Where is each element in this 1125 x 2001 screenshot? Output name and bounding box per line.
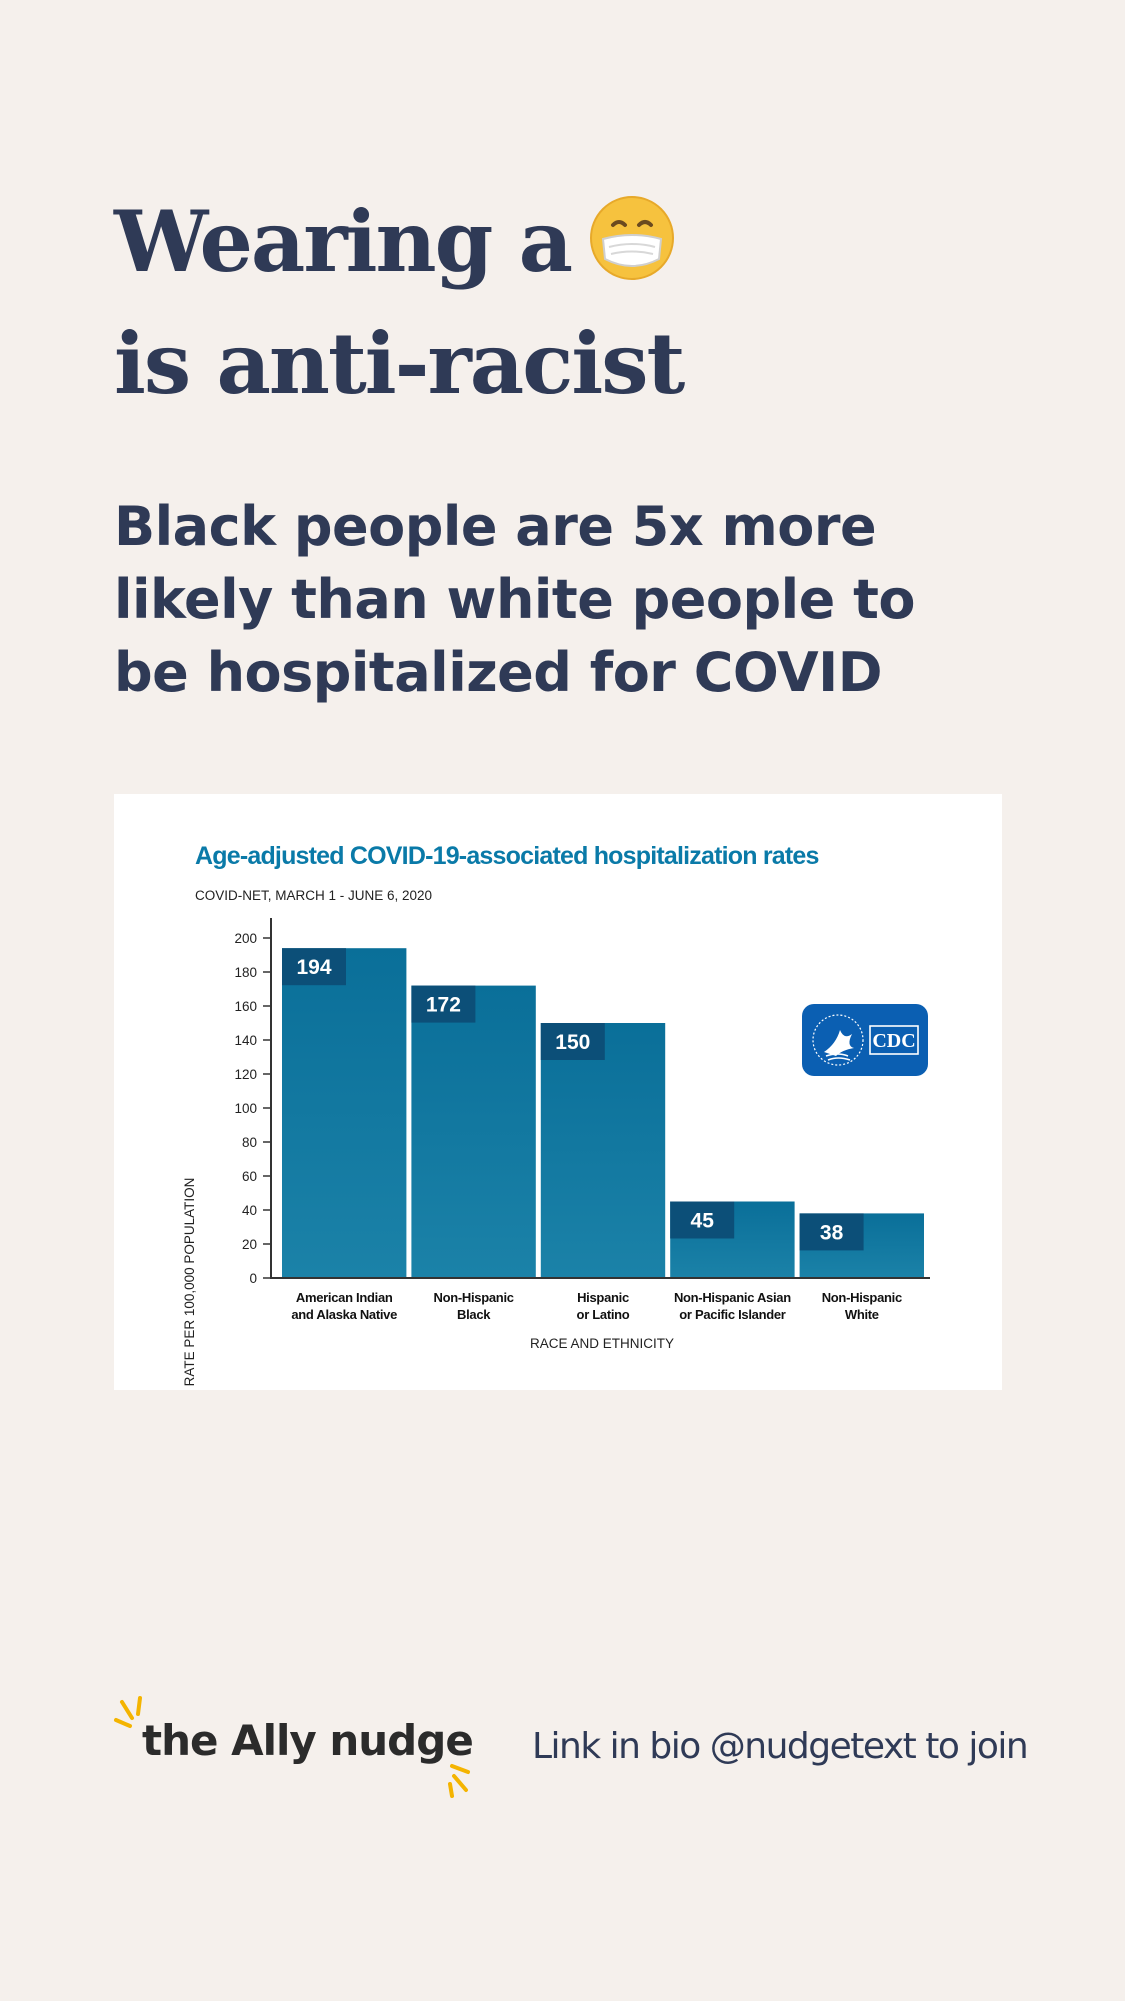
y-tick-label: 180 bbox=[234, 965, 257, 980]
bar-value-label: 172 bbox=[426, 994, 461, 1017]
y-tick-label: 40 bbox=[242, 1203, 257, 1218]
x-tick-label: and Alaska Native bbox=[291, 1307, 397, 1322]
bar bbox=[411, 985, 536, 1278]
eagle-icon bbox=[824, 1030, 854, 1056]
bar-value-box bbox=[411, 985, 476, 1023]
x-tick-label: White bbox=[845, 1307, 879, 1322]
x-tick-label: Non-Hispanic Asian bbox=[674, 1290, 791, 1305]
bar bbox=[540, 1023, 666, 1278]
y-tick-label: 60 bbox=[242, 1169, 257, 1184]
x-tick-label: Non-Hispanic bbox=[822, 1290, 902, 1305]
x-tick-label: or Pacific Islander bbox=[679, 1307, 786, 1322]
x-tick-label: Non-Hispanic bbox=[434, 1290, 514, 1305]
x-tick-label: Hispanic bbox=[577, 1290, 629, 1305]
x-tick-label: American Indian bbox=[296, 1290, 393, 1305]
bar bbox=[282, 948, 407, 1278]
join-link[interactable]: Link in bio @nudgetext to join bbox=[532, 1726, 1029, 1767]
headline-line-1: Wearing a bbox=[114, 186, 683, 308]
chart-card: Age-adjusted COVID-19-associated hospita… bbox=[114, 794, 1002, 1390]
sparkle-icon bbox=[114, 1696, 142, 1728]
bar-value-box bbox=[540, 1023, 605, 1060]
y-axis-label: RATE PER 100,000 POPULATION bbox=[182, 1178, 197, 1387]
headline-line-2: is anti-racist bbox=[114, 314, 685, 413]
x-tick-label: Black bbox=[457, 1307, 491, 1322]
face-with-medical-mask-icon bbox=[589, 195, 675, 308]
y-tick-label: 160 bbox=[234, 999, 257, 1014]
x-axis-tick-labels: American Indian and Alaska Native Non-Hisp… bbox=[291, 1290, 902, 1322]
headline-text-1: Wearing a bbox=[114, 192, 573, 291]
y-tick-label: 120 bbox=[234, 1067, 257, 1082]
y-axis: 0 20 40 60 80 100 120 140 160 180 200 bbox=[234, 931, 271, 1286]
y-tick-label: 0 bbox=[249, 1271, 257, 1286]
y-tick-label: 200 bbox=[234, 931, 257, 946]
bars: 194 172 150 45 38 bbox=[282, 948, 924, 1278]
x-axis-label: RACE AND ETHNICITY bbox=[530, 1336, 674, 1351]
bar-chart: Age-adjusted COVID-19-associated hospita… bbox=[182, 842, 930, 1387]
cdc-logo: CDC bbox=[802, 1004, 928, 1076]
chart-subtitle: COVID-NET, MARCH 1 - JUNE 6, 2020 bbox=[195, 888, 432, 903]
footer: the Ally nudge Link in bio @nudgetext to… bbox=[0, 1680, 1125, 1800]
y-tick-label: 20 bbox=[242, 1237, 257, 1252]
sparkle-icon bbox=[448, 1764, 470, 1798]
chart-title: Age-adjusted COVID-19-associated hospita… bbox=[195, 842, 819, 870]
bar-value-box bbox=[799, 1213, 864, 1251]
bar-value-box bbox=[282, 948, 346, 986]
bar-value-label: 194 bbox=[296, 956, 331, 979]
bar-value-box bbox=[670, 1201, 735, 1239]
y-tick-label: 140 bbox=[234, 1033, 257, 1048]
bar-value-label: 45 bbox=[691, 1210, 715, 1233]
y-tick-label: 100 bbox=[234, 1101, 257, 1116]
cdc-logo-text: CDC bbox=[872, 1030, 915, 1052]
bar-value-label: 150 bbox=[555, 1031, 590, 1054]
x-tick-label: or Latino bbox=[577, 1307, 630, 1322]
subhead: Black people are 5x more likely than whi… bbox=[114, 495, 916, 704]
bar-value-label: 38 bbox=[820, 1221, 844, 1244]
headline: Wearing a is anti-racist bbox=[114, 186, 685, 420]
y-tick-label: 80 bbox=[242, 1135, 257, 1150]
brand-logo: the Ally nudge bbox=[142, 1716, 474, 1765]
